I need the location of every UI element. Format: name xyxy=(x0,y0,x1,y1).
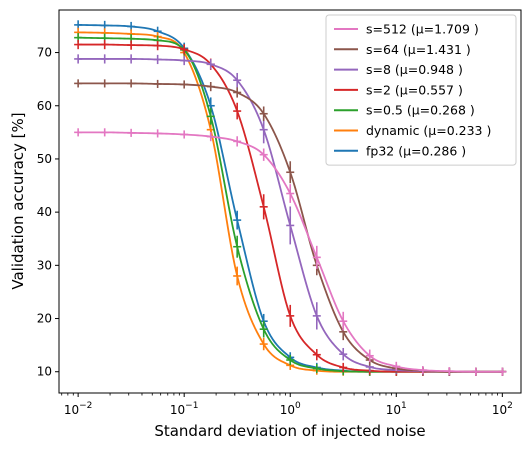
y-axis: 10 20 30 40 50 60 70 xyxy=(37,46,59,379)
y-tick-label: 10 xyxy=(37,365,52,379)
legend-box xyxy=(325,14,517,166)
legend: s=512 (µ=1.709 ) s=64 (µ=1.431 ) s=8 (µ=0.… xyxy=(325,14,517,166)
x-axis-title: Standard deviation of injected noise xyxy=(154,422,425,440)
y-tick-label: 70 xyxy=(37,46,52,60)
legend-label: dynamic (µ=0.233 ) xyxy=(366,123,491,138)
legend-label: s=0.5 (µ=0.268 ) xyxy=(366,103,475,118)
legend-label: s=8 (µ=0.948 ) xyxy=(366,62,463,77)
legend-label: s=2 (µ=0.557 ) xyxy=(366,82,463,97)
y-tick-label: 60 xyxy=(37,99,52,113)
x-tick-label: 10−1 xyxy=(170,401,199,417)
series-group xyxy=(74,20,507,376)
x-tick-label: 10−2 xyxy=(64,401,93,417)
x-tick-label: 100 xyxy=(280,401,301,417)
legend-label: s=64 (µ=1.431 ) xyxy=(366,42,471,57)
x-axis: 10−2 10−1 100 101 102 xyxy=(61,393,513,417)
y-tick-label: 40 xyxy=(37,205,52,219)
y-axis-title: Validation accuracy [%] xyxy=(9,112,27,289)
legend-label: s=512 (µ=1.709 ) xyxy=(366,22,479,37)
y-tick-label: 50 xyxy=(37,152,52,166)
y-tick-label: 30 xyxy=(37,258,52,272)
y-tick-label: 20 xyxy=(37,312,52,326)
series-0 xyxy=(74,128,507,376)
legend-label: fp32 (µ=0.286 ) xyxy=(366,143,466,158)
x-tick-label: 102 xyxy=(492,401,513,417)
x-tick-label: 101 xyxy=(386,401,407,417)
